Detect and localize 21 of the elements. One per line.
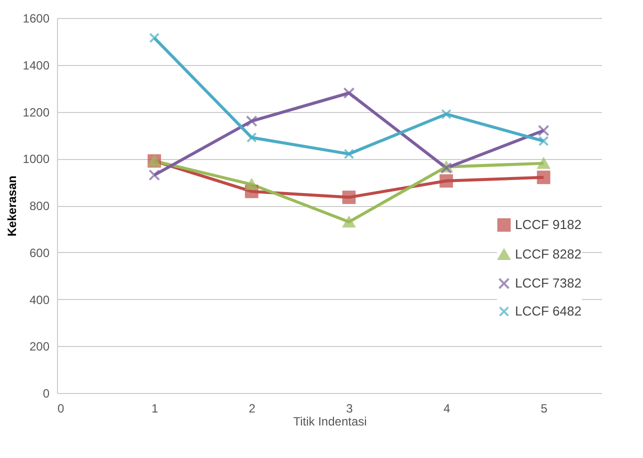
x-tick-label: 3 (346, 402, 354, 416)
y-tick-label: 1000 (22, 152, 50, 166)
x-tick-label: 5 (540, 402, 548, 416)
y-tick-label: 1400 (22, 58, 50, 72)
x-tick-label: 4 (443, 402, 450, 416)
legend-label: LCCF 8282 (515, 246, 582, 262)
y-tick-label: 1600 (22, 12, 50, 26)
y-tick-label: 600 (29, 246, 50, 260)
y-tick-label: 0 (42, 386, 50, 400)
x-tick-label: 1 (151, 402, 158, 416)
y-tick-label: 400 (29, 292, 50, 307)
x-tick-label: 2 (248, 402, 256, 416)
legend-label: LCCF 6482 (515, 304, 582, 318)
y-tick-label: 1200 (22, 105, 50, 120)
y-tick-label: 800 (29, 199, 50, 213)
x-tick-label: 0 (58, 402, 64, 416)
y-tick-label: 200 (29, 340, 50, 354)
x-axis-title: Titik Indentasi (293, 414, 367, 428)
legend-label: LCCF 7382 (515, 276, 582, 290)
legend-label: LCCF 9182 (515, 217, 582, 232)
y-axis-title: Kekerasan (4, 176, 19, 236)
